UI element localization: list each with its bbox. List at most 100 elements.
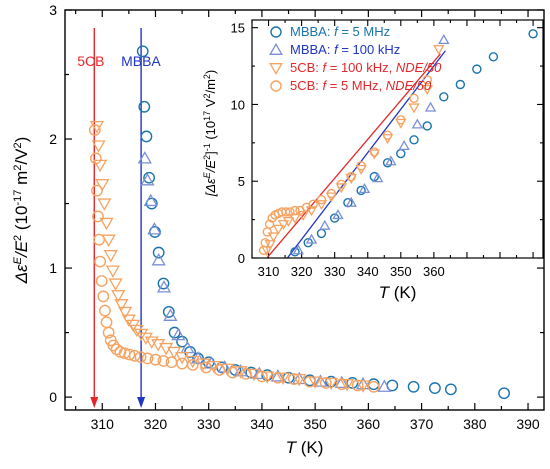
data-point [367, 378, 380, 391]
inset-x-tick-label: 340 [357, 264, 379, 279]
data-point [136, 45, 149, 58]
y-tick-label: 2 [49, 131, 57, 147]
data-point [226, 366, 239, 379]
data-point [261, 369, 274, 382]
inset-series [292, 34, 450, 255]
data-point [89, 120, 105, 134]
inset-data-point [472, 64, 482, 74]
inset-data-point [345, 196, 357, 207]
inset-data-point [409, 135, 419, 145]
inset-data-point [308, 199, 318, 209]
inset-y-tick-label: 10 [231, 97, 245, 112]
inset-data-point [290, 247, 300, 257]
data-point [200, 361, 212, 374]
inset-data-point [356, 185, 366, 196]
inset-y-tick-label: 15 [231, 21, 245, 36]
data-point [335, 378, 348, 391]
inset-data-point [488, 52, 499, 62]
data-point [147, 222, 162, 235]
inset-data-point [368, 149, 381, 160]
data-point [334, 375, 349, 389]
inset-data-point [315, 200, 328, 211]
data-point [94, 255, 107, 268]
data-point [271, 371, 284, 384]
data-point [149, 353, 162, 366]
data-point [171, 327, 186, 341]
data-point [325, 375, 338, 388]
x-tick-label: 360 [357, 416, 381, 432]
data-point [108, 278, 123, 291]
inset-data-point [281, 207, 291, 217]
data-point [100, 316, 113, 329]
legend-marker [270, 80, 282, 92]
transition-label: 5CB [77, 53, 104, 69]
inset-legend: MBBA: f = 5 MHz MBBA: f = 100 kHz 5CB: f =… [269, 24, 442, 93]
x-tick-label: 380 [463, 416, 487, 432]
data-point [144, 336, 159, 349]
data-point [143, 171, 155, 184]
data-point [276, 372, 291, 386]
inset-data-point [411, 118, 424, 129]
main-series [89, 120, 371, 393]
legend-marker [269, 42, 283, 55]
inset-data-point [385, 155, 397, 166]
inset-data-point [272, 224, 285, 235]
data-point [105, 265, 121, 278]
data-point [92, 210, 104, 223]
data-point [157, 355, 170, 367]
x-tick-label: 320 [144, 416, 168, 432]
data-point [377, 379, 392, 392]
inset-series [290, 29, 538, 257]
data-point [89, 152, 102, 165]
inset-y-axis-label: [ΔεE/E2]-1 (1017 V2/m2) [202, 70, 218, 198]
inset-data-point [421, 84, 433, 96]
data-point [355, 380, 371, 393]
data-point [95, 179, 110, 192]
inset-data-point [439, 92, 449, 102]
data-point [256, 370, 268, 383]
data-point [91, 140, 106, 153]
data-point [313, 374, 328, 387]
data-point [196, 358, 211, 371]
data-point [163, 308, 178, 321]
inset-data-point [422, 121, 432, 131]
data-point [134, 328, 149, 342]
data-point [339, 379, 355, 392]
inset-series [258, 75, 432, 256]
data-point [367, 380, 380, 393]
inset-data-point [264, 219, 275, 229]
data-point [270, 369, 285, 382]
inset-y-tick-label: 0 [238, 251, 245, 266]
data-point [292, 371, 307, 385]
data-point [97, 198, 112, 211]
inset-data-point [424, 101, 437, 112]
data-point [186, 358, 199, 371]
inset-data-point [282, 217, 295, 228]
inset-data-point [346, 171, 356, 182]
data-point [287, 373, 300, 385]
data-point [260, 371, 275, 384]
legend-entry: 5CB: f = 5 MHz, NDE/50 [290, 78, 432, 93]
data-point [162, 306, 175, 318]
y-tick-label: 0 [49, 389, 57, 405]
data-point [156, 280, 172, 293]
inset-data-point [264, 240, 276, 251]
data-point [355, 376, 371, 390]
x-tick-label: 350 [303, 416, 327, 432]
inset-data-point [345, 174, 357, 185]
inset-data-point [290, 205, 300, 216]
transition-label: MBBA [121, 53, 161, 69]
data-point [157, 277, 170, 290]
data-point [145, 197, 158, 210]
data-point [88, 124, 101, 136]
x-tick-label: 370 [410, 416, 434, 432]
x-tick-label: 330 [197, 416, 221, 432]
legend-marker [270, 26, 282, 38]
plot-frame [64, 9, 545, 411]
data-point [111, 290, 126, 303]
data-point [99, 217, 114, 231]
data-point [143, 193, 158, 207]
data-point [123, 348, 136, 361]
